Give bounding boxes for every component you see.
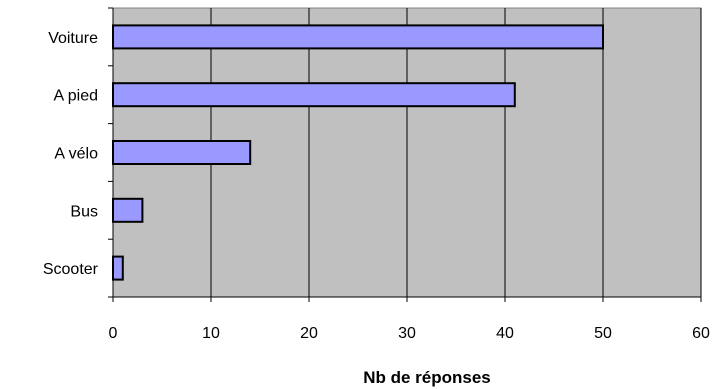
- category-label: A pied: [54, 88, 98, 105]
- x-tick-label: 30: [398, 325, 416, 342]
- category-label: Voiture: [48, 30, 98, 47]
- bar: [112, 140, 252, 165]
- category-label: Bus: [70, 203, 98, 220]
- bar: [112, 255, 124, 281]
- bar: [112, 82, 516, 108]
- x-axis-title: Nb de réponses: [363, 368, 491, 387]
- x-tick-label: 0: [109, 325, 118, 342]
- x-tick-label: 50: [594, 325, 612, 342]
- bar: [112, 24, 604, 50]
- x-tick-label: 60: [692, 325, 710, 342]
- category-label: A vélo: [54, 146, 98, 163]
- category-labels: Voiture A pied A vélo Bus Scooter: [43, 30, 99, 278]
- axes: [108, 7, 702, 302]
- gridlines: [210, 8, 702, 297]
- x-tick-label: 10: [202, 325, 220, 342]
- x-tick-label: 20: [300, 325, 318, 342]
- bar: [112, 197, 144, 223]
- x-tick-label: 40: [496, 325, 514, 342]
- category-label: Scooter: [43, 261, 99, 278]
- x-tick-labels: 0 10 20 30 40 50 60: [109, 325, 710, 342]
